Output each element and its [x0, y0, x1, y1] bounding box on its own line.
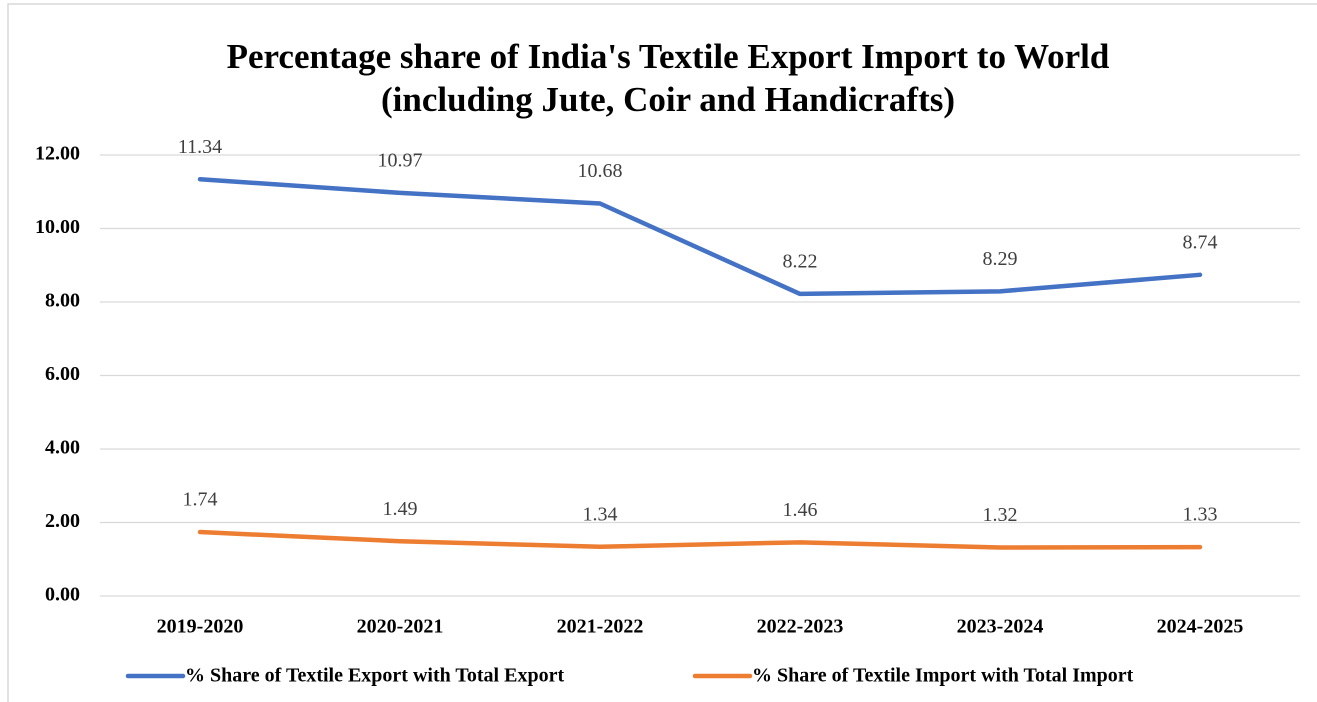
y-tick-label: 2.00	[45, 510, 80, 532]
x-tick-label: 2023-2024	[957, 616, 1044, 638]
x-tick-label: 2024-2025	[1157, 616, 1244, 638]
data-label: 10.68	[578, 160, 623, 182]
data-label: 1.74	[183, 489, 218, 511]
x-tick-label: 2020-2021	[357, 616, 444, 638]
data-label: 1.49	[383, 498, 418, 520]
chart-border	[7, 3, 1317, 702]
data-label: 1.34	[583, 503, 618, 525]
legend-label: % Share of Textile Export with Total Exp…	[185, 665, 564, 687]
y-tick-label: 8.00	[45, 290, 80, 312]
x-tick-label: 2021-2022	[557, 616, 644, 638]
data-label: 8.22	[783, 251, 818, 273]
y-tick-label: 0.00	[45, 584, 80, 606]
line-series	[197, 177, 1203, 297]
x-tick-label: 2019-2020	[157, 616, 244, 638]
data-label: 8.74	[1183, 231, 1218, 253]
chart-title: Percentage share of India's Textile Expo…	[227, 37, 1110, 76]
x-tick-label: 2022-2023	[757, 616, 844, 638]
data-label: 1.33	[1183, 504, 1218, 526]
y-tick-label: 10.00	[35, 216, 80, 238]
y-tick-label: 4.00	[45, 437, 80, 459]
data-label: 1.46	[783, 499, 818, 521]
data-label: 8.29	[983, 248, 1018, 270]
data-label: 1.32	[983, 504, 1018, 526]
y-tick-label: 6.00	[45, 363, 80, 385]
data-label: 10.97	[378, 149, 423, 171]
line-series	[197, 529, 1203, 550]
legend-label: % Share of Textile Import with Total Imp…	[752, 665, 1134, 687]
data-label: 11.34	[178, 136, 222, 158]
chart-subtitle: (including Jute, Coir and Handicrafts)	[381, 80, 955, 119]
y-tick-label: 12.00	[35, 143, 80, 165]
